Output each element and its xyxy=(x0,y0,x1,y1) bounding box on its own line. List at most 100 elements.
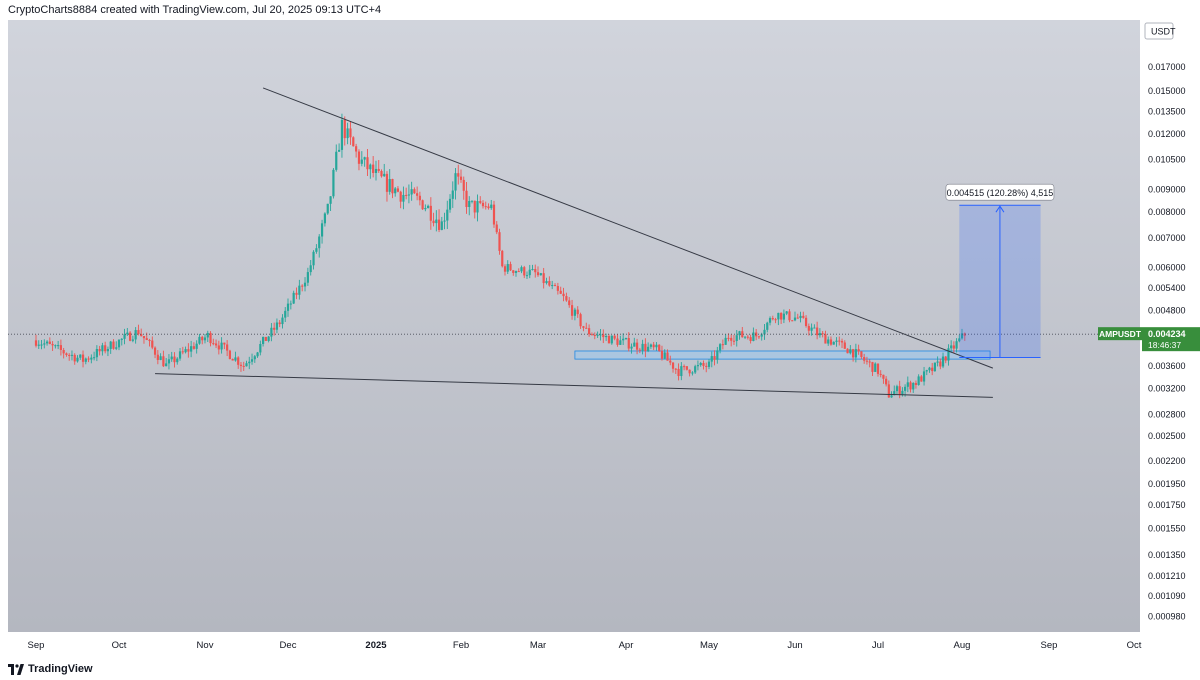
x-axis-panel xyxy=(0,632,1140,660)
candle-body xyxy=(724,337,727,345)
candle-body xyxy=(963,333,966,336)
candle-body xyxy=(958,338,961,342)
candle-body xyxy=(418,195,421,201)
footer: TradingView xyxy=(0,660,1200,680)
candle-body xyxy=(62,349,65,354)
candle-body xyxy=(374,168,378,173)
candle-body xyxy=(627,338,630,349)
y-tick-label: 0.009000 xyxy=(1148,184,1186,194)
candle-body xyxy=(730,337,733,341)
candle-body xyxy=(785,311,788,314)
y-tick-label: 0.001210 xyxy=(1148,571,1186,581)
candle-body xyxy=(479,201,482,203)
candle-body xyxy=(573,309,577,316)
candle-body xyxy=(738,331,741,336)
candle-body xyxy=(231,358,234,361)
candle-body xyxy=(407,194,411,196)
candle-body xyxy=(514,271,518,273)
candle-body xyxy=(343,119,346,139)
candle-body xyxy=(663,352,666,359)
candle-body xyxy=(424,208,427,210)
candle-body xyxy=(669,360,672,363)
candle-body xyxy=(212,343,215,345)
y-tick-label: 0.017000 xyxy=(1148,62,1186,72)
candle-body xyxy=(481,202,485,207)
candle-body xyxy=(683,366,686,368)
y-tick-label: 0.015000 xyxy=(1148,86,1186,96)
candle-body xyxy=(320,223,324,237)
x-tick-label: Sep xyxy=(28,640,45,651)
candle-body xyxy=(593,334,596,336)
candle-body xyxy=(306,272,309,283)
chart-area[interactable]: 0.004515 (120.28%) 4,515 0.017000 0.01500… xyxy=(0,20,1200,660)
last-price-value: 0.004234 xyxy=(1148,329,1186,339)
y-tick-label: 0.001750 xyxy=(1148,500,1186,510)
candle-body xyxy=(647,346,650,352)
candle-body xyxy=(264,336,267,341)
candle-body xyxy=(660,350,664,359)
candle-body xyxy=(457,173,460,177)
candle-body xyxy=(355,146,358,152)
candle-body xyxy=(267,336,270,341)
candle-body xyxy=(799,315,802,319)
candle-body xyxy=(366,157,369,170)
candle-body xyxy=(813,327,816,329)
candle-body xyxy=(203,337,207,341)
candle-body xyxy=(766,322,769,330)
candle-body xyxy=(876,363,880,374)
candle-body xyxy=(396,188,400,192)
candle-body xyxy=(671,362,675,369)
candle-body xyxy=(284,310,287,318)
candle-body xyxy=(699,362,702,366)
candle-body xyxy=(281,317,284,325)
candle-body xyxy=(399,191,402,202)
candle-body xyxy=(120,338,123,340)
y-tick-label: 0.001950 xyxy=(1148,479,1186,489)
y-tick-label: 0.006000 xyxy=(1148,263,1186,273)
candle-body xyxy=(644,343,647,352)
candle-body xyxy=(346,128,349,139)
support-trendline xyxy=(155,373,993,398)
candle-body xyxy=(303,282,307,287)
candle-body xyxy=(148,339,151,341)
x-tick-label: Dec xyxy=(280,640,297,651)
candle-body xyxy=(655,344,658,348)
candle-body xyxy=(854,349,857,358)
candle-body xyxy=(84,358,87,362)
candle-body xyxy=(768,318,772,323)
tradingview-logo[interactable]: TradingView xyxy=(8,663,93,675)
candle-body xyxy=(928,367,931,371)
candle-body xyxy=(732,340,736,342)
x-tick-label: Mar xyxy=(530,640,546,651)
y-tick-label: 0.005400 xyxy=(1148,283,1186,293)
candle-body xyxy=(707,361,711,367)
candle-body xyxy=(694,366,697,373)
candle-body xyxy=(685,366,688,370)
candle-body xyxy=(807,326,810,331)
candle-body xyxy=(895,386,899,392)
x-tick-label: Nov xyxy=(197,640,214,651)
candle-body xyxy=(863,357,866,361)
last-price-tag xyxy=(1142,327,1200,352)
candle-body xyxy=(523,267,526,276)
candle-body xyxy=(931,367,934,372)
candle-body xyxy=(749,337,752,341)
candle-body xyxy=(791,320,794,322)
candle-body xyxy=(920,376,923,382)
candle-body xyxy=(622,338,625,341)
candle-body xyxy=(65,353,68,355)
candle-body xyxy=(666,352,669,361)
candle-body xyxy=(372,164,375,173)
candle-body xyxy=(101,345,104,352)
candle-body xyxy=(237,357,240,365)
candle-body xyxy=(295,292,298,295)
candle-body xyxy=(539,273,542,276)
price-chart[interactable]: 0.004515 (120.28%) 4,515 0.017000 0.01500… xyxy=(0,20,1200,660)
candle-body xyxy=(131,339,134,341)
candle-body xyxy=(106,348,110,352)
x-tick-label: 2025 xyxy=(365,640,387,651)
candle-body xyxy=(128,332,132,341)
candle-body xyxy=(340,119,344,150)
candle-body xyxy=(278,322,281,325)
candle-body xyxy=(506,264,509,272)
